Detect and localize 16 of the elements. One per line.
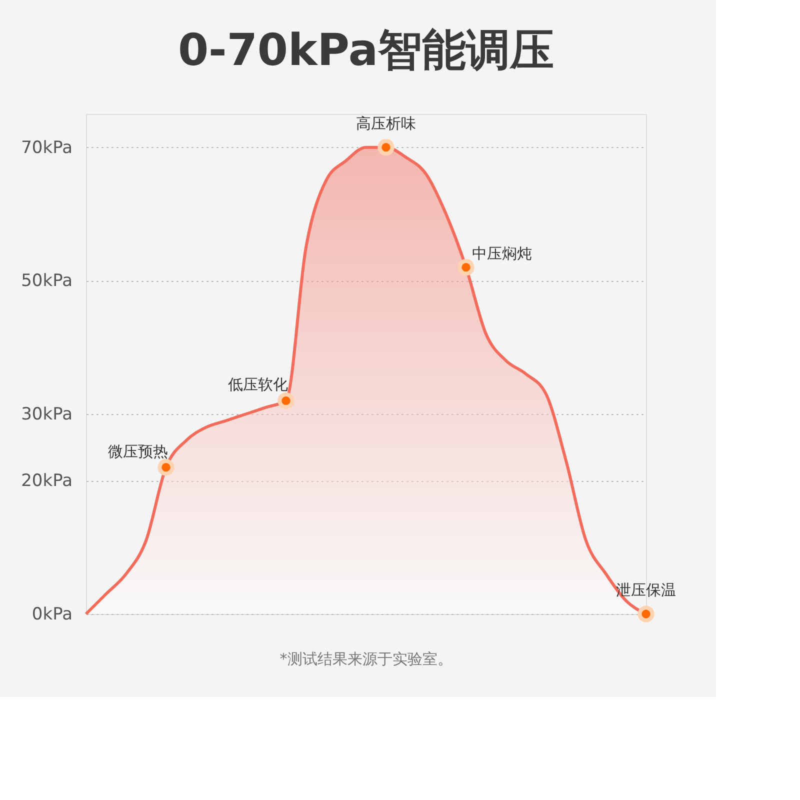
annotation: 中压焖炖 — [472, 244, 532, 262]
annotation: 高压析味 — [356, 114, 416, 132]
point — [638, 606, 654, 622]
point — [458, 259, 474, 276]
annotation: 低压软化 — [228, 376, 288, 394]
y-tick-label: 70kPa — [21, 138, 72, 158]
y-tick-label: 50kPa — [21, 271, 72, 292]
point — [158, 459, 174, 476]
y-tick-label: 0kPa — [32, 604, 72, 624]
y-tick-label: 20kPa — [21, 471, 72, 492]
chart-title: 0-70kPa智能调压 — [178, 25, 554, 76]
point — [278, 392, 294, 409]
annotation: 微压预热 — [108, 442, 168, 460]
text: *测试结果来源于实验室。 — [280, 650, 452, 668]
y-tick-label: 30kPa — [21, 404, 72, 424]
point — [378, 139, 394, 156]
